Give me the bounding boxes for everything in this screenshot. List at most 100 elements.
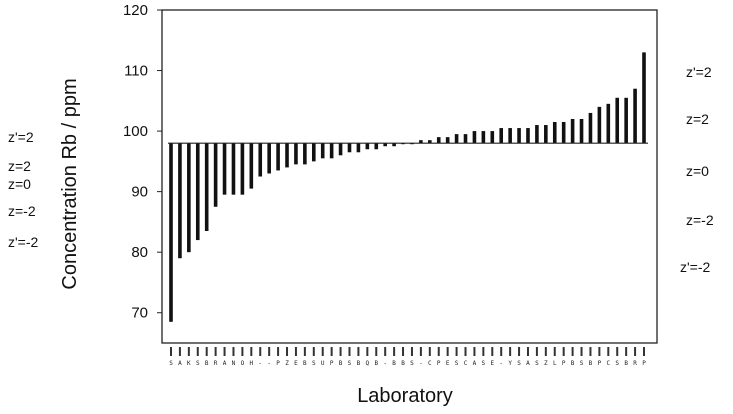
bar (222, 143, 227, 195)
x-tick-mark (634, 347, 637, 356)
x-tick-mark (446, 347, 449, 356)
x-tick-mark (518, 347, 521, 356)
x-tick-code: C (606, 360, 610, 367)
bar (615, 97, 620, 144)
left-z-label-z-minus2: z=-2 (8, 203, 36, 219)
x-tick-code: A (473, 360, 477, 367)
bar (276, 143, 280, 171)
right-z-label-zprime-plus2: z'=2 (686, 64, 712, 80)
x-tick-mark (205, 347, 208, 356)
bar (597, 106, 602, 144)
x-tick-mark (643, 347, 645, 356)
x-tick-code: B (401, 360, 405, 367)
x-tick-code: P (562, 360, 566, 367)
bar (428, 140, 432, 144)
x-tick-code: - (267, 360, 271, 367)
left-z-label-zprime-minus2: z'=-2 (8, 234, 39, 250)
x-tick-mark (384, 347, 387, 356)
x-tick-mark (509, 347, 512, 356)
x-tick-mark (553, 347, 556, 356)
x-tick-code: C (428, 360, 432, 367)
x-tick-mark (455, 347, 458, 356)
bar (642, 52, 646, 144)
x-tick-mark (437, 347, 440, 356)
x-tick-mark (214, 347, 217, 356)
x-tick-code: S (580, 360, 584, 367)
x-tick-code: - (419, 360, 423, 367)
x-tick-mark (562, 347, 565, 356)
x-tick-code: R (214, 360, 218, 367)
x-tick-code: S (455, 360, 459, 367)
x-tick-code: B (303, 360, 307, 367)
bar (356, 143, 361, 153)
x-tick-mark (402, 347, 405, 356)
x-tick-mark (598, 347, 601, 356)
x-tick-mark (410, 347, 413, 356)
x-tick-code: P (276, 360, 280, 367)
x-tick-code: - (383, 360, 387, 367)
bar (204, 143, 209, 231)
x-tick-mark (366, 347, 369, 356)
x-tick-code: B (339, 360, 343, 367)
right-z-label-z-plus2: z=2 (686, 111, 709, 127)
x-tick-mark (473, 347, 476, 356)
bar (303, 143, 307, 165)
bar (374, 143, 379, 150)
x-tick-code: - (258, 360, 262, 367)
x-tick-mark (339, 347, 342, 356)
x-tick-code: S (615, 360, 619, 367)
bar (472, 131, 477, 144)
bar (561, 122, 566, 144)
x-tick-code: B (589, 360, 593, 367)
x-tick-mark (268, 347, 271, 356)
x-tick-code: P (598, 360, 602, 367)
x-tick-mark (580, 347, 583, 356)
x-tick-mark (196, 347, 199, 356)
bar (392, 143, 396, 147)
x-tick-code: E (490, 360, 494, 367)
x-tick-mark (625, 347, 628, 356)
x-tick-mark (357, 347, 360, 356)
x-tick-code: B (374, 360, 378, 367)
x-tick-code: S (535, 360, 539, 367)
x-tick-mark (375, 347, 378, 356)
bar (320, 143, 325, 159)
bar (329, 143, 334, 159)
plot-frame (161, 9, 658, 344)
x-tick-mark (491, 347, 494, 356)
bar (499, 128, 504, 144)
x-tick-mark (393, 347, 396, 356)
x-tick-code: B (205, 360, 209, 367)
x-tick-code: Q (366, 360, 370, 367)
x-tick-mark (571, 347, 574, 356)
x-tick-mark (535, 347, 538, 356)
x-axis-title: Laboratory (357, 385, 453, 407)
x-tick-code: S (410, 360, 414, 367)
y-axis-title: Concentration Rb / ppm (59, 78, 81, 289)
bar (383, 143, 387, 147)
x-tick-mark (241, 347, 244, 356)
bar (187, 143, 191, 253)
bar (338, 143, 343, 156)
bar (454, 134, 459, 144)
x-tick-code: P (642, 360, 646, 367)
x-tick-code: H (250, 360, 254, 367)
bar (419, 140, 423, 144)
x-tick-code: B (624, 360, 628, 367)
x-tick-code: Y (508, 360, 512, 367)
y-tick-label: 80 (131, 244, 148, 261)
bar (240, 143, 245, 195)
x-tick-code: E (294, 360, 298, 367)
x-tick-code: S (312, 360, 316, 367)
bar (570, 118, 575, 144)
x-tick-mark (286, 347, 289, 356)
x-tick-mark (526, 347, 529, 356)
x-tick-mark (232, 347, 235, 356)
x-tick-mark (464, 347, 467, 356)
bar (294, 143, 298, 165)
bar (552, 122, 557, 144)
x-tick-code: N (232, 360, 236, 367)
bar (588, 112, 593, 144)
